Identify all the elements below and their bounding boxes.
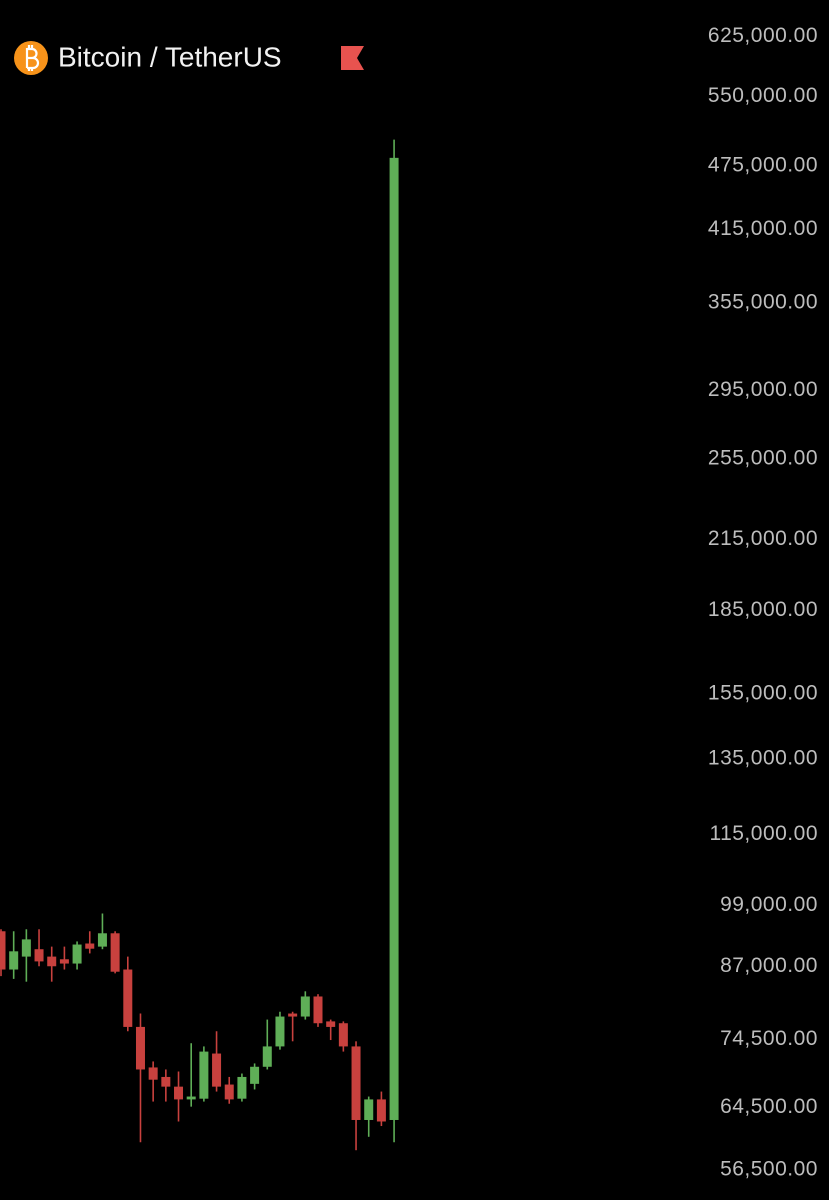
- candle-body: [123, 969, 133, 1027]
- y-tick-label: 135,000.00: [708, 747, 818, 770]
- candle-body: [262, 1046, 272, 1067]
- y-tick-label: 255,000.00: [708, 447, 818, 470]
- y-tick-label: 74,500.00: [720, 1027, 818, 1050]
- candle-body: [21, 939, 31, 957]
- coin-symbol: [25, 45, 40, 71]
- y-tick-label: 355,000.00: [708, 291, 818, 314]
- candle-body: [135, 1026, 145, 1070]
- y-tick-label: 475,000.00: [708, 153, 818, 176]
- candle-body: [72, 944, 82, 964]
- y-tick-label: 185,000.00: [708, 598, 818, 621]
- candle-body: [326, 1021, 336, 1027]
- y-tick-label: 115,000.00: [709, 822, 818, 845]
- candle-body: [224, 1084, 234, 1100]
- candle-body: [0, 931, 6, 970]
- candle-body: [34, 949, 44, 962]
- candle-body: [212, 1053, 222, 1087]
- candle-body: [148, 1067, 158, 1080]
- candle-body: [186, 1096, 196, 1100]
- candle-body: [9, 951, 19, 970]
- candle-body: [237, 1076, 247, 1099]
- coin-icon: [14, 41, 48, 75]
- candle-body: [288, 1013, 298, 1017]
- candle-body: [275, 1016, 285, 1047]
- candle-body: [97, 933, 107, 947]
- y-tick-label: 155,000.00: [708, 681, 818, 704]
- candle-body: [300, 996, 310, 1017]
- candle-body: [47, 956, 57, 967]
- y-tick-label: 99,000.00: [720, 893, 818, 916]
- candle-body: [338, 1023, 348, 1047]
- candle-body: [110, 933, 120, 972]
- candle-body: [313, 996, 323, 1024]
- candle-body: [389, 157, 399, 1120]
- flag-icon[interactable]: [341, 46, 364, 70]
- candle-body: [199, 1051, 209, 1099]
- y-tick-label: 625,000.00: [708, 24, 818, 47]
- candle-body: [59, 959, 69, 964]
- y-tick-label: 56,500.00: [720, 1157, 818, 1180]
- candle-body: [376, 1099, 386, 1122]
- candle-body: [174, 1086, 184, 1100]
- y-tick-label: 295,000.00: [708, 378, 818, 401]
- candle-body: [85, 943, 95, 949]
- candle-body: [351, 1046, 361, 1120]
- y-tick-label: 64,500.00: [720, 1095, 818, 1118]
- y-tick-label: 415,000.00: [708, 217, 818, 240]
- candle-body: [161, 1076, 171, 1087]
- y-tick-label: 87,000.00: [720, 954, 818, 977]
- chart-title: Bitcoin / TetherUS: [58, 41, 282, 72]
- y-tick-label: 550,000.00: [708, 84, 818, 107]
- y-tick-label: 215,000.00: [708, 527, 818, 550]
- candle-body: [364, 1099, 374, 1120]
- candle-body: [250, 1066, 260, 1084]
